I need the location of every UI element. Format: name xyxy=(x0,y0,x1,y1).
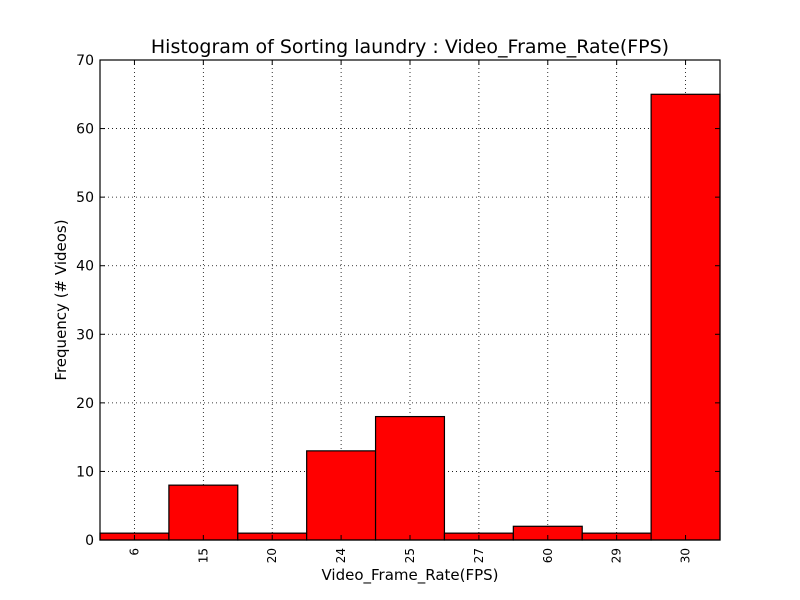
bars xyxy=(99,93,721,541)
y-tick-label: 10 xyxy=(76,464,94,480)
x-tick-labels: 6 15 20 24 25 27 60 29 30 xyxy=(127,548,692,563)
x-tick-label: 25 xyxy=(403,548,417,563)
bar-15 xyxy=(168,484,239,541)
y-tick-label: 60 xyxy=(76,122,94,138)
y-tick-labels: 0 10 20 30 40 50 60 70 xyxy=(76,53,94,549)
x-tick-label: 6 xyxy=(127,548,141,556)
chart-title: Histogram of Sorting laundry : Video_Fra… xyxy=(151,36,669,58)
y-tick-label: 30 xyxy=(76,327,94,343)
y-tick-label: 40 xyxy=(76,259,94,275)
y-axis-label: Frequency (# Videos) xyxy=(52,219,70,380)
bar-24 xyxy=(306,450,377,541)
x-tick-label: 15 xyxy=(196,548,210,563)
x-tick-label: 24 xyxy=(334,548,348,563)
y-tick-label: 0 xyxy=(85,533,94,549)
y-tick-label: 20 xyxy=(76,396,94,412)
x-tick-label: 29 xyxy=(610,548,624,563)
x-axis-label: Video_Frame_Rate(FPS) xyxy=(321,566,498,585)
bar-25 xyxy=(374,415,446,541)
bar-30 xyxy=(650,93,721,541)
x-tick-label: 60 xyxy=(541,548,555,563)
x-tick-label: 20 xyxy=(265,548,279,563)
tick-marks xyxy=(100,59,720,541)
x-tick-label: 30 xyxy=(679,548,693,563)
y-tick-label: 50 xyxy=(76,190,94,206)
y-tick-label: 70 xyxy=(76,53,94,69)
x-tick-label: 27 xyxy=(472,548,486,563)
